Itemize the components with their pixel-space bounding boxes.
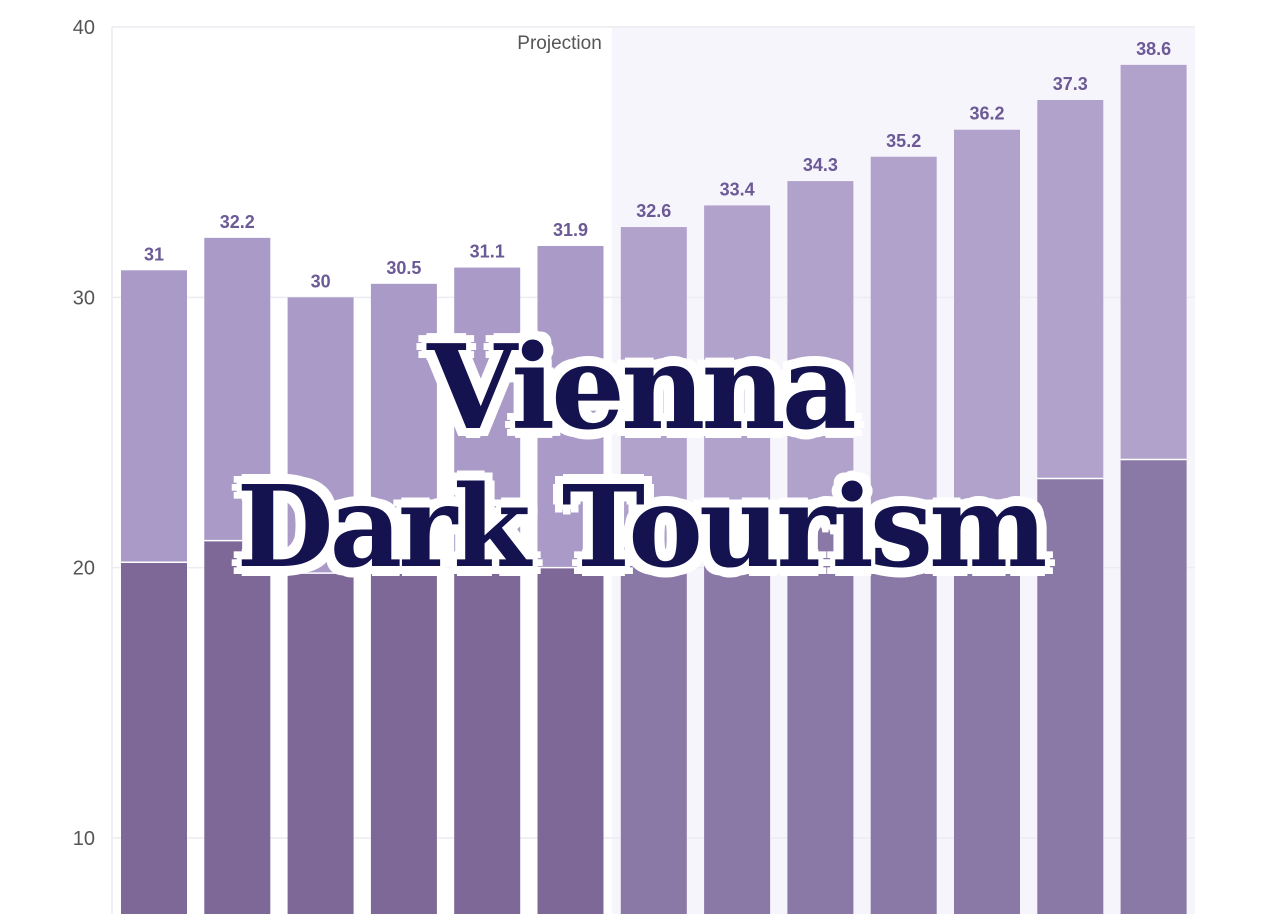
y-tick-label: 10 bbox=[73, 828, 95, 850]
bar-lower-segment bbox=[787, 524, 854, 914]
bar-value-label: 36.2 bbox=[969, 104, 1004, 124]
bar-lower-segment bbox=[620, 551, 687, 914]
bar-upper-segment bbox=[1037, 99, 1104, 479]
bar-upper-segment bbox=[704, 205, 771, 541]
bar-value-label: 32.6 bbox=[636, 201, 671, 221]
bar-lower-segment bbox=[870, 513, 937, 914]
bar-lower-segment bbox=[537, 567, 604, 914]
bar-upper-segment bbox=[121, 270, 187, 563]
bar-value-label: 37.3 bbox=[1053, 74, 1088, 94]
bar-upper-segment bbox=[454, 267, 521, 568]
bar-lower-segment bbox=[1037, 478, 1104, 914]
bar-value-label: 32.2 bbox=[220, 212, 255, 232]
projection-label: Projection bbox=[517, 33, 602, 54]
bar-lower-segment bbox=[1120, 459, 1187, 914]
y-tick-label: 20 bbox=[73, 558, 95, 580]
bar-lower-segment bbox=[204, 540, 271, 914]
bar-value-label: 31.1 bbox=[470, 242, 505, 262]
bar-lower-segment bbox=[287, 573, 354, 914]
bar-upper-segment bbox=[204, 237, 271, 541]
bar-upper-segment bbox=[620, 227, 687, 552]
bar-value-label: 30.5 bbox=[386, 258, 421, 278]
bar-upper-segment bbox=[537, 245, 604, 568]
bar-upper-segment bbox=[870, 156, 937, 514]
bar-lower-segment bbox=[121, 562, 187, 914]
bar-lower-segment bbox=[704, 540, 771, 914]
bar-lower-segment bbox=[454, 567, 521, 914]
bar-lower-segment bbox=[954, 500, 1020, 914]
bar-value-label: 30 bbox=[311, 271, 331, 291]
bar-value-label: 38.6 bbox=[1136, 39, 1171, 59]
bar-value-label: 31.9 bbox=[553, 220, 588, 240]
bar-value-label: 35.2 bbox=[886, 131, 921, 151]
bar-upper-segment bbox=[287, 297, 354, 574]
bar-value-label: 33.4 bbox=[720, 179, 755, 199]
bar-lower-segment bbox=[370, 573, 437, 914]
bar-value-label: 34.3 bbox=[803, 155, 838, 175]
bar-upper-segment bbox=[1120, 64, 1187, 460]
y-tick-label: 40 bbox=[73, 17, 95, 39]
bar-value-label: 31 bbox=[144, 244, 164, 264]
bar-upper-segment bbox=[787, 181, 854, 525]
y-tick-label: 30 bbox=[73, 287, 95, 309]
bar-upper-segment bbox=[954, 129, 1020, 501]
bar-upper-segment bbox=[370, 283, 437, 574]
